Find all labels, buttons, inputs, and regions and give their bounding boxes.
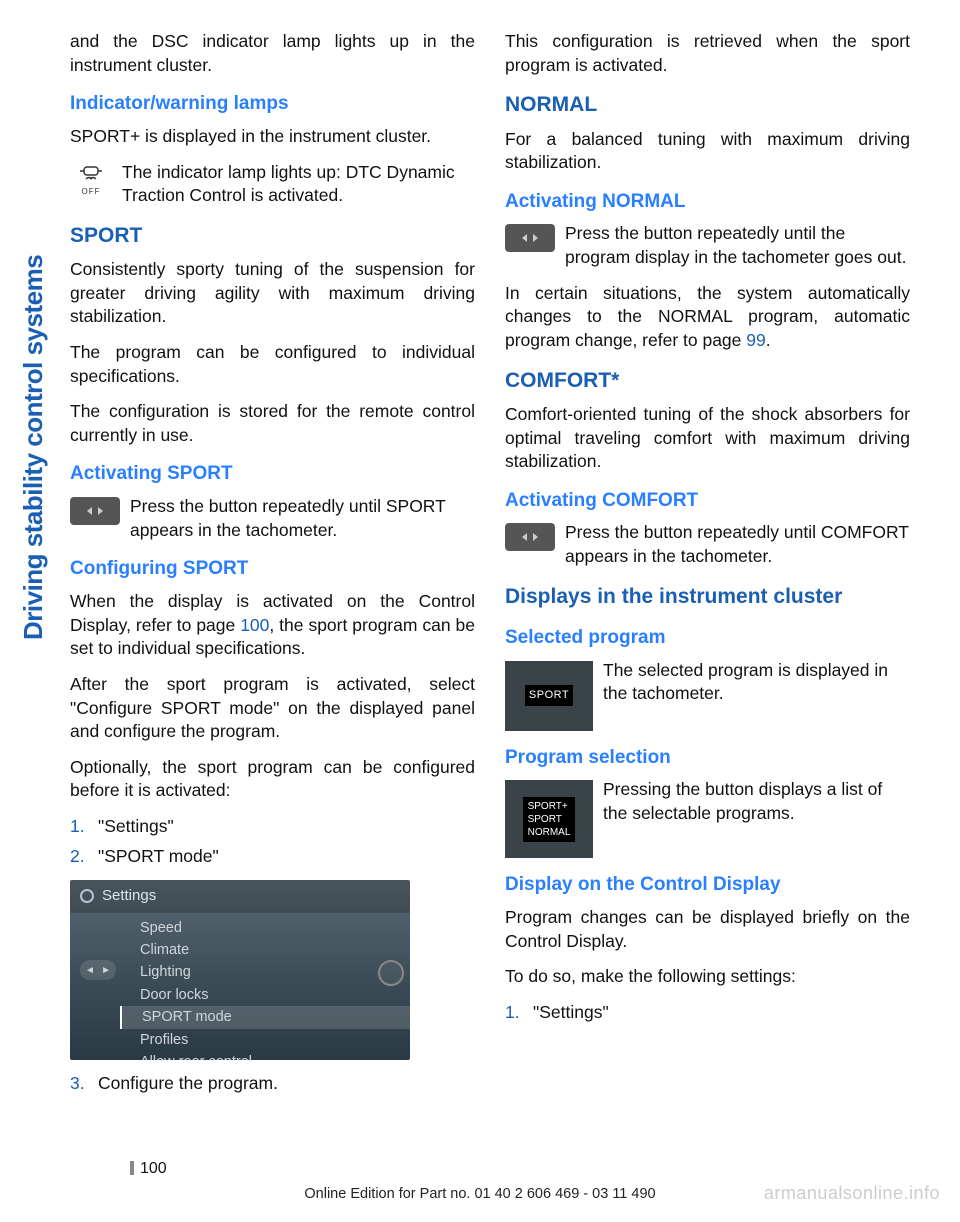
idrive-menu-item: Profiles — [140, 1029, 410, 1051]
dtc-off-icon: OFF — [70, 161, 112, 203]
page-link-99[interactable]: 99 — [746, 330, 765, 350]
config-sport-p2: After the sport program is activated, se… — [70, 673, 475, 744]
rocker-button-icon — [70, 497, 120, 525]
right-intro: This configuration is retrieved when the… — [505, 30, 910, 77]
idrive-menu-item: Lighting — [140, 961, 410, 983]
list-item: 1."Settings" — [70, 815, 475, 839]
program-selection-heading: Program selection — [505, 745, 910, 771]
idrive-menu-item-selected: SPORT mode — [120, 1006, 410, 1028]
display-cd-p2: To do so, make the following settings: — [505, 965, 910, 989]
idrive-header: Settings — [70, 880, 410, 912]
list-item: 2."SPORT mode" — [70, 845, 475, 869]
content-columns: and the DSC indicator lamp lights up in … — [70, 30, 910, 1108]
idrive-menu-item: Allow rear control — [140, 1051, 410, 1060]
step-number: 3. — [70, 1072, 98, 1096]
activating-comfort-row: Press the button repeatedly until COMFOR… — [505, 521, 910, 568]
page-number: 100 — [130, 1160, 167, 1178]
sport-p2: The program can be configured to individ… — [70, 341, 475, 388]
display-cd-heading: Display on the Control Display — [505, 872, 910, 898]
config-sport-steps: 1."Settings" 2."SPORT mode" — [70, 815, 475, 868]
program-selection-text: Pressing the button displays a list of t… — [603, 778, 910, 825]
activating-sport-text: Press the button repeatedly until SPORT … — [130, 495, 475, 542]
selected-program-text: The selected program is displayed in the… — [603, 659, 910, 706]
step-number: 1. — [505, 1001, 533, 1025]
list-item: 1."Settings" — [505, 1001, 910, 1025]
idrive-menu-item: Speed — [140, 917, 410, 939]
step-text: "Settings" — [533, 1001, 910, 1025]
comfort-heading: COMFORT* — [505, 367, 910, 395]
activating-sport-heading: Activating SPORT — [70, 461, 475, 487]
auto-change-b: . — [766, 330, 771, 350]
display-cd-p1: Program changes can be displayed briefly… — [505, 906, 910, 953]
config-sport-p1: When the display is activated on the Con… — [70, 590, 475, 661]
idrive-menu-list: Speed Climate Lighting Door locks SPORT … — [70, 913, 410, 1061]
side-section-title: Driving stability control systems — [18, 255, 49, 640]
gear-icon — [80, 889, 94, 903]
progsel-line: SPORT — [528, 813, 571, 826]
program-list-lines: SPORT+ SPORT NORMAL — [523, 797, 576, 842]
indicator-lamps-heading: Indicator/warning lamps — [70, 91, 475, 117]
sport-p3: The configuration is stored for the remo… — [70, 400, 475, 447]
idrive-settings-screenshot: Settings ◄► Speed Climate Lighting Door … — [70, 880, 410, 1060]
sport-badge-icon: SPORT — [505, 661, 593, 731]
auto-change-a: In certain situations, the system automa… — [505, 283, 910, 350]
page-number-value: 100 — [140, 1160, 167, 1177]
page-link-100[interactable]: 100 — [240, 615, 269, 635]
progsel-line: NORMAL — [528, 826, 571, 839]
activating-normal-text: Press the button repeatedly until the pr… — [565, 222, 910, 269]
idrive-menu-item: Door locks — [140, 984, 410, 1006]
step-text: "Settings" — [98, 815, 475, 839]
rocker-button-icon — [505, 523, 555, 551]
footer-edition-text: Online Edition for Part no. 01 40 2 606 … — [0, 1186, 960, 1202]
sport-p1: Consistently sporty tuning of the suspen… — [70, 258, 475, 329]
activating-normal-heading: Activating NORMAL — [505, 189, 910, 215]
step-text: Configure the program. — [98, 1072, 475, 1096]
intro-text: and the DSC indicator lamp lights up in … — [70, 30, 475, 77]
sport-plus-text: SPORT+ is displayed in the instrument cl… — [70, 125, 475, 149]
program-list-badge-icon: SPORT+ SPORT NORMAL — [505, 780, 593, 858]
progsel-line: SPORT+ — [528, 800, 571, 813]
right-column: This configuration is retrieved when the… — [505, 30, 910, 1108]
left-column: and the DSC indicator lamp lights up in … — [70, 30, 475, 1108]
activating-normal-row: Press the button repeatedly until the pr… — [505, 222, 910, 269]
config-sport-step3: 3.Configure the program. — [70, 1072, 475, 1096]
auto-change-text: In certain situations, the system automa… — [505, 282, 910, 353]
displays-heading: Displays in the instrument cluster — [505, 583, 910, 611]
selected-program-heading: Selected program — [505, 625, 910, 651]
step-number: 1. — [70, 815, 98, 839]
dtc-text: The indicator lamp lights up: DTC Dynami… — [122, 161, 475, 208]
rocker-button-icon — [505, 224, 555, 252]
normal-heading: NORMAL — [505, 91, 910, 119]
dtc-indicator-row: OFF The indicator lamp lights up: DTC Dy… — [70, 161, 475, 208]
sport-heading: SPORT — [70, 222, 475, 250]
list-item: 3.Configure the program. — [70, 1072, 475, 1096]
step-number: 2. — [70, 845, 98, 869]
activating-comfort-heading: Activating COMFORT — [505, 488, 910, 514]
config-sport-p3: Optionally, the sport program can be con… — [70, 756, 475, 803]
sport-badge-label: SPORT — [525, 685, 573, 706]
display-cd-steps: 1."Settings" — [505, 1001, 910, 1025]
idrive-left-control-icon: ◄► — [80, 960, 116, 980]
program-selection-row: SPORT+ SPORT NORMAL Pressing the button … — [505, 778, 910, 858]
idrive-menu-item: Climate — [140, 939, 410, 961]
idrive-header-label: Settings — [102, 886, 156, 906]
configuring-sport-heading: Configuring SPORT — [70, 556, 475, 582]
normal-p: For a balanced tuning with maximum drivi… — [505, 128, 910, 175]
activating-sport-row: Press the button repeatedly until SPORT … — [70, 495, 475, 542]
comfort-p: Comfort-oriented tuning of the shock abs… — [505, 403, 910, 474]
step-text: "SPORT mode" — [98, 845, 475, 869]
activating-comfort-text: Press the button repeatedly until COMFOR… — [565, 521, 910, 568]
selected-program-row: SPORT The selected program is displayed … — [505, 659, 910, 731]
